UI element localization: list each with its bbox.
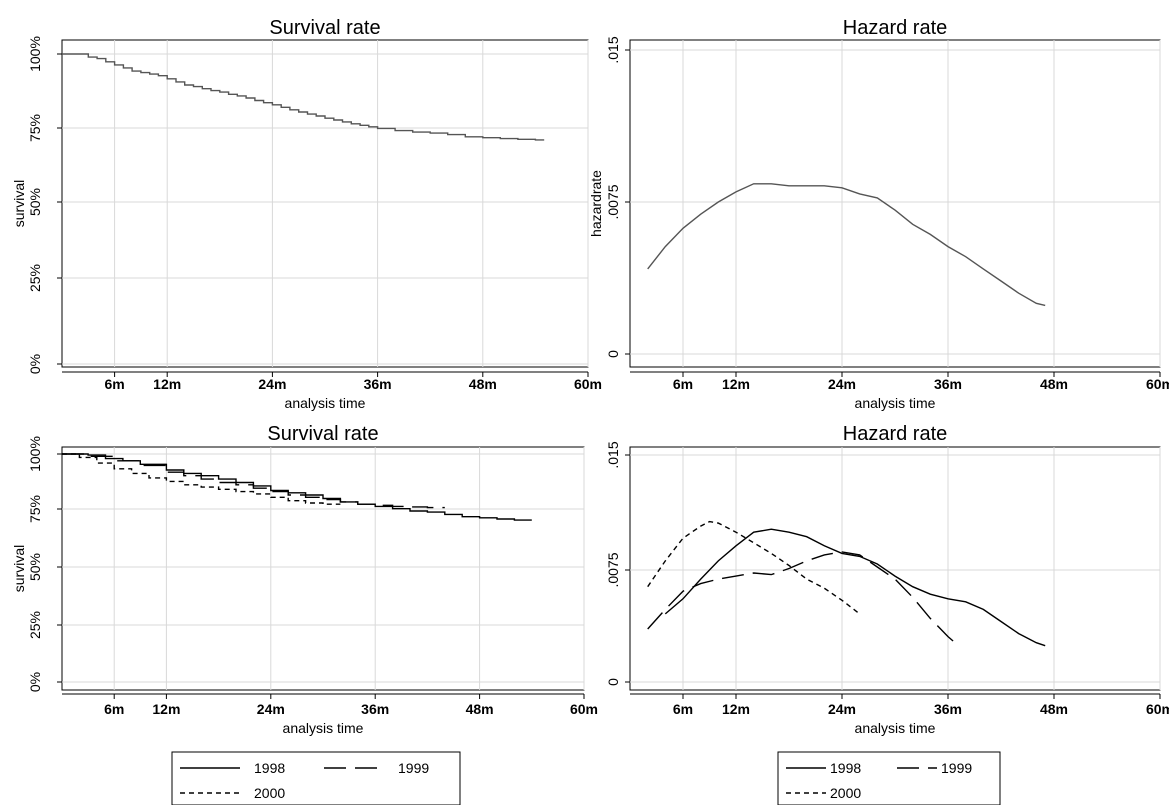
x-tick-label: 24m bbox=[828, 376, 856, 392]
x-axis-label: analysis time bbox=[285, 395, 366, 411]
x-tick-label: 12m bbox=[153, 376, 181, 392]
x-tick-label: 12m bbox=[722, 701, 750, 717]
x-axis-label: analysis time bbox=[855, 720, 936, 736]
x-tick-label: 24m bbox=[258, 376, 286, 392]
plot-area bbox=[61, 446, 585, 691]
legend-label-1998: 1998 bbox=[254, 760, 285, 776]
y-tick-label: 75% bbox=[27, 495, 43, 523]
x-tick-label: 36m bbox=[361, 701, 389, 717]
x-tick-label: 6m bbox=[673, 701, 693, 717]
legend-box bbox=[777, 751, 1001, 805]
chart-title: Survival rate bbox=[269, 17, 380, 39]
x-tick-label: 36m bbox=[364, 376, 392, 392]
legend-box bbox=[171, 751, 461, 805]
x-tick-label: 60m bbox=[570, 701, 598, 717]
legend-label-2000: 2000 bbox=[830, 785, 861, 801]
y-tick-label: .0075 bbox=[605, 184, 621, 219]
x-tick-label: 12m bbox=[152, 701, 180, 717]
y-tick-label: 50% bbox=[27, 188, 43, 216]
chart-title: Survival rate bbox=[267, 423, 378, 445]
series-line-1999 bbox=[62, 453, 445, 509]
x-tick-label: 6m bbox=[104, 376, 124, 392]
y-tick-label: .015 bbox=[605, 441, 621, 468]
x-tick-label: 48m bbox=[1040, 376, 1068, 392]
panel-survival-bottom: 0% 25% 50% 75% 100% 6m 12m 24m 36m 48m 60m Survival… bbox=[11, 423, 598, 805]
x-axis-label: analysis time bbox=[283, 720, 364, 736]
x-tick-label: 36m bbox=[934, 701, 962, 717]
x-tick-label: 48m bbox=[466, 701, 494, 717]
y-tick-label: 0% bbox=[27, 354, 43, 374]
y-tick-label: 25% bbox=[27, 611, 43, 639]
series-line-main bbox=[62, 53, 545, 141]
y-tick-label: 75% bbox=[27, 114, 43, 142]
legend: 1998 1999 2000 bbox=[171, 751, 461, 805]
y-axis-label: hazardrate bbox=[588, 170, 604, 237]
x-tick-label: 24m bbox=[828, 701, 856, 717]
series-line-1998 bbox=[664, 528, 1046, 647]
y-tick-label: 100% bbox=[27, 436, 43, 472]
x-tick-label: 48m bbox=[469, 376, 497, 392]
panel-survival-top: 0% 25% 50% 75% 100% 6m 12m 24m 36m 48m 60m Survival… bbox=[11, 17, 602, 411]
y-tick-label: 50% bbox=[27, 553, 43, 581]
y-tick-label: 25% bbox=[27, 264, 43, 292]
legend-label-1999: 1999 bbox=[941, 760, 972, 776]
x-tick-label: 12m bbox=[722, 376, 750, 392]
legend: 1998 1999 2000 bbox=[777, 751, 1001, 805]
chart-title: Hazard rate bbox=[843, 423, 948, 445]
legend-label-2000: 2000 bbox=[254, 785, 285, 801]
chart-title: Hazard rate bbox=[843, 17, 948, 39]
y-tick-label: 0 bbox=[605, 678, 621, 686]
y-tick-label: .0075 bbox=[605, 552, 621, 587]
series-line-2000 bbox=[647, 520, 861, 615]
legend-label-1998: 1998 bbox=[830, 760, 861, 776]
x-tick-label: 24m bbox=[257, 701, 285, 717]
plot-area bbox=[629, 446, 1161, 691]
x-tick-label: 60m bbox=[1146, 701, 1169, 717]
series-line-2000 bbox=[62, 453, 341, 505]
series-line-1998 bbox=[62, 453, 532, 521]
x-tick-label: 60m bbox=[574, 376, 602, 392]
x-tick-label: 60m bbox=[1146, 376, 1169, 392]
y-tick-label: .015 bbox=[605, 36, 621, 63]
x-axis-label: analysis time bbox=[855, 395, 936, 411]
x-tick-label: 48m bbox=[1040, 701, 1068, 717]
x-tick-label: 6m bbox=[673, 376, 693, 392]
panel-hazard-top: 0 .0075 .015 6m 12m 24m 36m 48m 60m Hazard rate an… bbox=[588, 17, 1169, 411]
plot-area bbox=[629, 39, 1161, 368]
y-tick-label: 0 bbox=[605, 350, 621, 358]
y-tick-label: 100% bbox=[27, 36, 43, 72]
y-axis-label: survival bbox=[11, 180, 27, 227]
series-line-1999 bbox=[647, 551, 958, 645]
x-tick-label: 36m bbox=[934, 376, 962, 392]
x-tick-label: 6m bbox=[104, 701, 124, 717]
y-tick-label: 0% bbox=[27, 672, 43, 692]
series-line-main bbox=[647, 183, 1046, 307]
panel-hazard-bottom: 0 .0075 .015 6m 12m 24m 36m 48m 60m Hazard rate an… bbox=[605, 423, 1169, 805]
legend-label-1999: 1999 bbox=[398, 760, 429, 776]
plot-area bbox=[61, 39, 589, 368]
y-axis-label: survival bbox=[11, 545, 27, 592]
